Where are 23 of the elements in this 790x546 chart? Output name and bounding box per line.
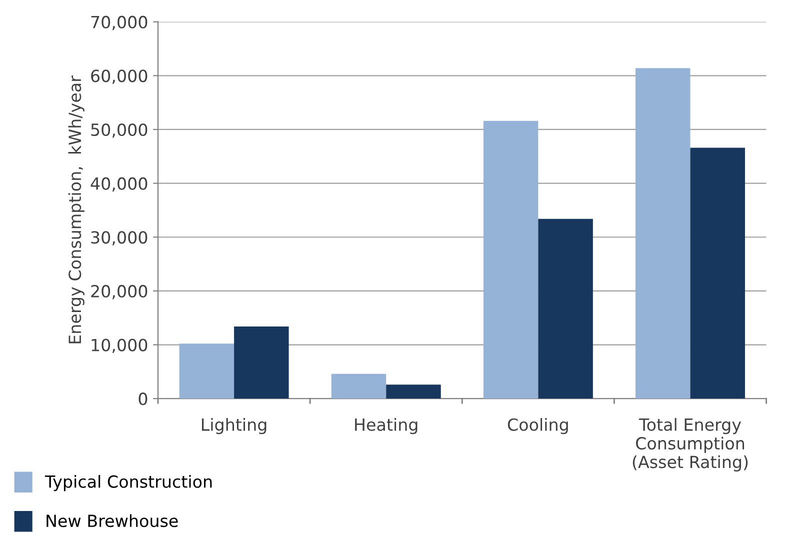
- bar: [179, 344, 234, 399]
- legend-label: New Brewhouse: [46, 514, 178, 528]
- y-tick-label: 60,000: [91, 70, 148, 84]
- x-tick-label: Total Energy Consumption (Asset Rating): [632, 418, 748, 472]
- bar: [636, 68, 690, 399]
- y-tick-label: 70,000: [91, 16, 148, 30]
- bar: [331, 374, 386, 399]
- y-tick-label: 10,000: [92, 338, 148, 354]
- bar: [538, 218, 593, 399]
- y-axis-title: Energy Consumption, kWh/year: [68, 76, 84, 344]
- x-tick-label: Heating: [355, 418, 418, 434]
- bar: [690, 148, 746, 399]
- y-tick-label: 0: [138, 392, 148, 406]
- bar: [483, 120, 538, 399]
- x-tick-label: Cooling: [508, 418, 568, 434]
- y-tick-label: 50,000: [91, 123, 148, 138]
- y-tick-label: 30,000: [91, 231, 148, 246]
- legend-label: Typical Construction: [44, 475, 212, 492]
- y-tick-label: 40,000: [90, 177, 148, 192]
- bar: [234, 326, 289, 399]
- y-tick-label: 20,000: [91, 284, 148, 300]
- x-tick-label: Lighting: [202, 418, 266, 434]
- bar: [386, 384, 441, 399]
